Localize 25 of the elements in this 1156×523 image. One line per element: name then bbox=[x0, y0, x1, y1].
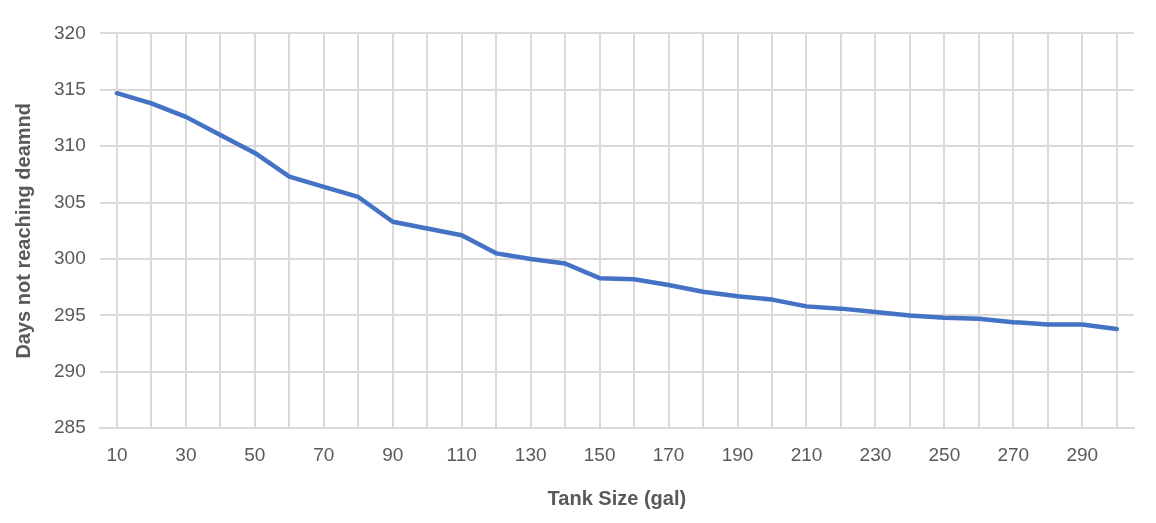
x-tick-label: 290 bbox=[1066, 443, 1099, 465]
x-tick-label: 90 bbox=[382, 443, 404, 465]
x-tick-label: 210 bbox=[790, 443, 823, 465]
x-tick-label: 230 bbox=[859, 443, 892, 465]
x-tick-label: 70 bbox=[313, 443, 335, 465]
x-tick-label: 170 bbox=[652, 443, 685, 465]
y-tick-label: 320 bbox=[54, 21, 86, 43]
y-tick-label: 315 bbox=[54, 78, 86, 100]
x-tick-label: 10 bbox=[106, 443, 128, 465]
y-tick-label: 290 bbox=[54, 360, 86, 382]
x-tick-label: 190 bbox=[721, 443, 754, 465]
x-tick-label: 250 bbox=[928, 443, 961, 465]
x-axis-title: Tank Size (gal) bbox=[547, 486, 687, 509]
y-tick-label: 300 bbox=[54, 247, 86, 269]
x-tick-label: 50 bbox=[244, 443, 266, 465]
x-tick-label: 110 bbox=[446, 443, 477, 465]
x-tick-label: 150 bbox=[583, 443, 616, 465]
y-axis-title: Days not reaching deamnd bbox=[11, 102, 34, 359]
y-tick-label: 310 bbox=[54, 134, 86, 156]
x-tick-label: 30 bbox=[175, 443, 197, 465]
y-tick-label: 295 bbox=[54, 303, 86, 325]
y-tick-label: 285 bbox=[54, 416, 86, 438]
y-tick-label: 305 bbox=[54, 190, 86, 212]
x-tick-label: 270 bbox=[997, 443, 1030, 465]
x-tick-label: 130 bbox=[514, 443, 547, 465]
